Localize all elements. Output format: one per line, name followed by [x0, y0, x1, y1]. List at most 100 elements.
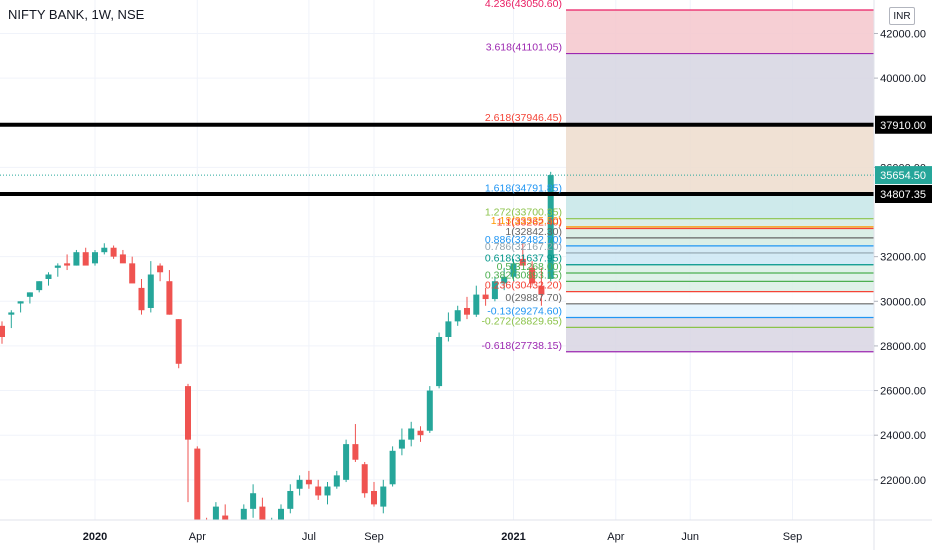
- candle: [147, 274, 154, 308]
- candle: [519, 258, 526, 266]
- candle: [0, 325, 5, 337]
- candle: [240, 508, 247, 525]
- candle: [380, 486, 387, 507]
- fib-level-label: 0.886(32482.70): [485, 234, 562, 246]
- fib-level-label: -0.13(29274.60): [487, 305, 562, 317]
- fib-zone: [566, 194, 874, 219]
- x-tick-label: 2021: [501, 531, 525, 543]
- candle: [278, 508, 284, 525]
- candle: [110, 247, 117, 257]
- fib-level-label: 0.5(31268.00): [497, 261, 562, 273]
- fib-labels: 4.236(43050.60) 3.618(41101.05) 2.618(3794…: [481, 0, 562, 352]
- fib-zone: [566, 218, 874, 246]
- candle: [491, 281, 498, 300]
- fib-zone: [566, 245, 874, 265]
- y-tick-label: 22000.00: [880, 475, 926, 487]
- candle: [250, 493, 257, 509]
- candle: [119, 254, 126, 264]
- candle: [417, 430, 424, 436]
- candle: [454, 310, 461, 322]
- candle: [529, 267, 536, 284]
- candle: [73, 252, 80, 266]
- fib-level-label: 1.13(33335.50): [491, 215, 562, 227]
- fib-level-label: 2.618(37946.45): [485, 112, 562, 124]
- x-tick-label: Apr: [607, 531, 624, 543]
- y-tick-label: 24000.00: [880, 430, 926, 442]
- fib-level-label: 3.618(41101.05): [486, 42, 562, 54]
- x-tick-label: 2020: [83, 531, 107, 543]
- chart-title: NIFTY BANK, 1W, NSE: [8, 7, 145, 22]
- candle: [482, 294, 489, 300]
- candle: [538, 285, 545, 295]
- candle: [194, 448, 201, 529]
- fib-level-label: 1.618(34791.85): [485, 182, 562, 194]
- price-label-text: 34807.35: [880, 189, 926, 201]
- candle: [54, 265, 61, 268]
- candle: [408, 428, 415, 440]
- candle: [92, 252, 98, 264]
- y-tick-label: 42000.00: [880, 28, 926, 40]
- fib-zone: [566, 53, 874, 124]
- fib-zone: [566, 123, 874, 195]
- x-tick-label: Sep: [364, 531, 384, 543]
- candle: [287, 490, 294, 509]
- candle: [26, 292, 33, 297]
- candle: [445, 321, 452, 337]
- candle: [101, 247, 108, 253]
- y-tick-label: 40000.00: [880, 73, 926, 85]
- price-axis-background: [874, 0, 932, 550]
- fib-level-label: 1(32842.30): [505, 226, 562, 238]
- price-label-box: [875, 166, 932, 185]
- price-label-box: [875, 184, 932, 203]
- horizontal-lines: [0, 122, 874, 196]
- price-label-text: 35654.50: [880, 170, 926, 182]
- candle: [464, 307, 470, 315]
- y-tick-label: 30000.00: [880, 296, 926, 308]
- currency-button[interactable]: INR: [889, 7, 915, 25]
- candle: [473, 294, 480, 315]
- price-label-text: 37910.00: [880, 120, 926, 132]
- candle: [305, 479, 312, 485]
- candle: [36, 281, 43, 291]
- candle: [352, 444, 359, 460]
- candle: [389, 450, 396, 485]
- candle: [45, 274, 52, 279]
- y-tick-label: 32000.00: [880, 252, 926, 264]
- fib-level-label: 0(29887.70): [505, 292, 562, 304]
- x-tick-label: Jul: [302, 531, 316, 543]
- fib-lines: [566, 9, 874, 353]
- fib-level-label: 0.618(31637.95): [485, 253, 562, 265]
- candle: [426, 390, 433, 431]
- candle: [166, 281, 173, 315]
- fib-zone: [566, 291, 874, 304]
- candle: [436, 336, 443, 387]
- candle: [324, 486, 331, 496]
- y-tick-label: 26000.00: [880, 386, 926, 398]
- candle: [361, 464, 368, 494]
- candle: [129, 263, 136, 284]
- fib-zone: [566, 303, 874, 318]
- fib-level-label: 4.236(43050.60): [485, 0, 562, 10]
- candle: [212, 506, 219, 529]
- candle: [333, 475, 340, 487]
- fib-level-label: -0.618(27738.15): [481, 340, 562, 352]
- time-axis-background: [0, 520, 932, 550]
- candle: [82, 252, 89, 266]
- candle: [296, 479, 303, 489]
- fib-level-label: 0.236(30432.20): [485, 280, 562, 292]
- fib-level-label: 1.272(33700.35): [485, 207, 562, 219]
- candle: [547, 175, 554, 279]
- y-tick-label: 28000.00: [880, 341, 926, 353]
- fib-zone: [566, 317, 874, 352]
- candle: [371, 490, 377, 505]
- candle: [315, 486, 322, 496]
- candles: [0, 171, 554, 555]
- x-tick-label: Sep: [783, 531, 803, 543]
- candle: [64, 263, 71, 266]
- fib-level-label: 0.382(30893.15): [485, 269, 562, 281]
- fib-level-label: -0.272(28829.65): [481, 315, 562, 327]
- candle: [175, 319, 182, 364]
